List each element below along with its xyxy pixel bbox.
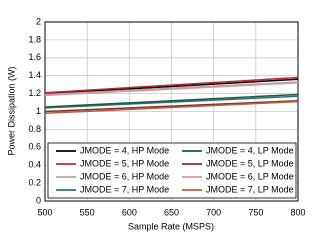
series-line	[44, 100, 299, 113]
x-tick-label: 800	[290, 207, 305, 217]
legend-label: JMODE = 5, HP Mode	[80, 158, 169, 168]
y-tick-label: 1.4	[28, 70, 41, 80]
legend-label: JMODE = 7, LP Mode	[206, 184, 294, 194]
y-tick-label: 1	[36, 106, 41, 116]
y-tick-label: 0.2	[28, 177, 41, 187]
y-tick-label: 1.8	[28, 34, 41, 44]
x-tick-label: 650	[164, 207, 179, 217]
series-line	[44, 82, 299, 97]
legend-label: JMODE = 6, LP Mode	[206, 171, 294, 181]
y-tick-label: 1.2	[28, 88, 41, 98]
x-tick-label: 550	[80, 207, 95, 217]
series-line	[44, 93, 299, 108]
legend-label: JMODE = 6, HP Mode	[80, 171, 169, 181]
x-axis-label: Sample Rate (MSPS)	[128, 221, 214, 231]
series-line	[44, 100, 299, 115]
legend-label: JMODE = 4, HP Mode	[80, 145, 169, 155]
series-line	[44, 78, 299, 95]
legend-label: JMODE = 4, LP Mode	[206, 145, 294, 155]
series-line	[44, 95, 299, 109]
y-axis-label: Power Dissipation (W)	[6, 66, 16, 155]
legend-label: JMODE = 5, LP Mode	[206, 158, 294, 168]
series-line	[44, 76, 299, 94]
y-tick-label: 0	[36, 195, 41, 205]
y-tick-label: 0.6	[28, 142, 41, 152]
x-tick-label: 700	[206, 207, 221, 217]
x-tick-label: 500	[37, 207, 52, 217]
series-line	[44, 81, 299, 96]
y-tick-label: 2	[36, 16, 41, 26]
legend	[47, 142, 297, 199]
y-tick-label: 0.4	[28, 160, 41, 170]
legend-label: JMODE = 7, HP Mode	[80, 184, 169, 194]
y-tick-label: 0.8	[28, 124, 41, 134]
x-tick-label: 600	[122, 207, 137, 217]
x-tick-label: 750	[248, 207, 263, 217]
y-tick-label: 1.6	[28, 52, 41, 62]
